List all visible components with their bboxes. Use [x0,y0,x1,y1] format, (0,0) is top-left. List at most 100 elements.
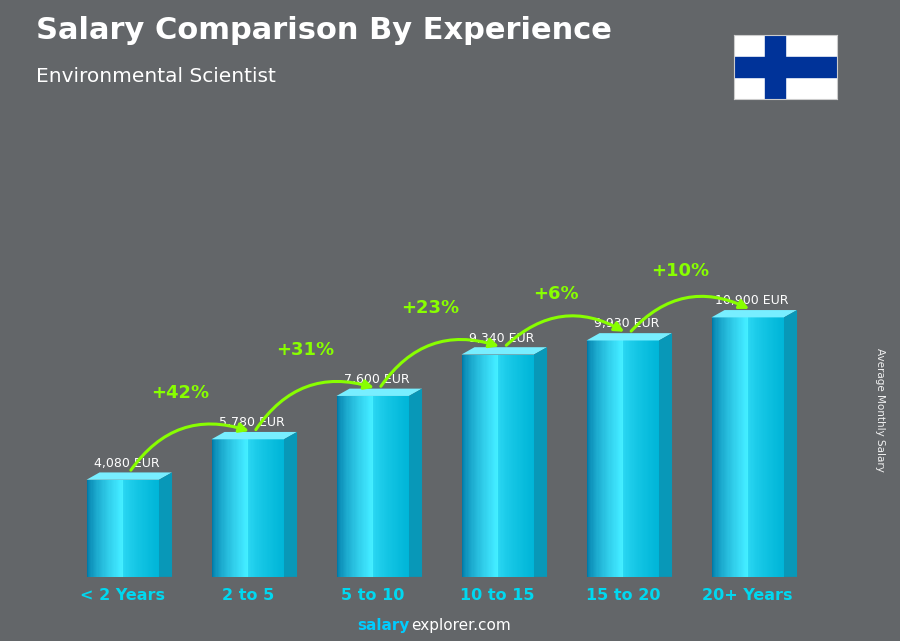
Polygon shape [133,479,135,577]
Polygon shape [400,396,401,577]
Polygon shape [401,396,403,577]
Polygon shape [350,396,351,577]
Polygon shape [121,479,122,577]
Polygon shape [273,439,274,577]
Polygon shape [143,479,145,577]
Polygon shape [227,439,229,577]
Polygon shape [275,439,277,577]
Polygon shape [766,317,767,577]
Polygon shape [719,317,720,577]
Polygon shape [712,317,713,577]
Polygon shape [383,396,385,577]
Polygon shape [463,354,464,577]
Polygon shape [214,439,215,577]
Polygon shape [94,479,95,577]
Polygon shape [731,317,732,577]
Polygon shape [601,340,602,577]
Polygon shape [622,340,623,577]
Polygon shape [784,310,797,577]
Polygon shape [93,479,94,577]
Polygon shape [774,317,776,577]
Polygon shape [481,354,482,577]
Polygon shape [114,479,115,577]
Polygon shape [655,340,657,577]
Polygon shape [150,479,152,577]
Polygon shape [724,317,726,577]
Polygon shape [512,354,514,577]
Polygon shape [364,396,365,577]
Polygon shape [720,317,721,577]
Polygon shape [238,439,239,577]
Polygon shape [122,479,124,577]
Polygon shape [497,354,498,577]
Polygon shape [619,340,620,577]
Polygon shape [508,354,509,577]
Polygon shape [651,340,652,577]
Polygon shape [361,396,362,577]
Polygon shape [749,317,751,577]
Polygon shape [589,340,590,577]
Polygon shape [274,439,275,577]
Polygon shape [386,396,387,577]
Polygon shape [761,317,762,577]
Polygon shape [518,354,519,577]
Polygon shape [106,479,107,577]
Polygon shape [356,396,357,577]
Polygon shape [770,317,772,577]
Bar [765,35,785,99]
Polygon shape [131,479,132,577]
Polygon shape [611,340,612,577]
Polygon shape [345,396,346,577]
Polygon shape [101,479,103,577]
Polygon shape [232,439,233,577]
Polygon shape [634,340,636,577]
Polygon shape [382,396,383,577]
Polygon shape [500,354,501,577]
Polygon shape [397,396,398,577]
Polygon shape [472,354,473,577]
Polygon shape [284,432,297,577]
Polygon shape [97,479,99,577]
Polygon shape [588,340,589,577]
Polygon shape [532,354,533,577]
Polygon shape [728,317,730,577]
Polygon shape [261,439,262,577]
Polygon shape [533,354,534,577]
Polygon shape [776,317,777,577]
Polygon shape [222,439,223,577]
Polygon shape [396,396,397,577]
Polygon shape [250,439,251,577]
Polygon shape [606,340,607,577]
Polygon shape [403,396,404,577]
Polygon shape [239,439,240,577]
Polygon shape [608,340,609,577]
Polygon shape [522,354,523,577]
Polygon shape [391,396,392,577]
Polygon shape [385,396,386,577]
Polygon shape [344,396,345,577]
Polygon shape [717,317,719,577]
Polygon shape [279,439,281,577]
Polygon shape [212,432,297,439]
Text: 7,600 EUR: 7,600 EUR [344,373,410,386]
Polygon shape [111,479,112,577]
Polygon shape [220,439,221,577]
Polygon shape [523,354,525,577]
Polygon shape [219,439,220,577]
Polygon shape [738,317,739,577]
Polygon shape [763,317,765,577]
Polygon shape [153,479,154,577]
Polygon shape [501,354,502,577]
Polygon shape [739,317,741,577]
Polygon shape [649,340,651,577]
Polygon shape [249,439,250,577]
Polygon shape [504,354,505,577]
Polygon shape [129,479,130,577]
Polygon shape [87,479,89,577]
Polygon shape [654,340,655,577]
Polygon shape [118,479,119,577]
Polygon shape [657,340,658,577]
Polygon shape [147,479,149,577]
Polygon shape [470,354,472,577]
Polygon shape [96,479,97,577]
